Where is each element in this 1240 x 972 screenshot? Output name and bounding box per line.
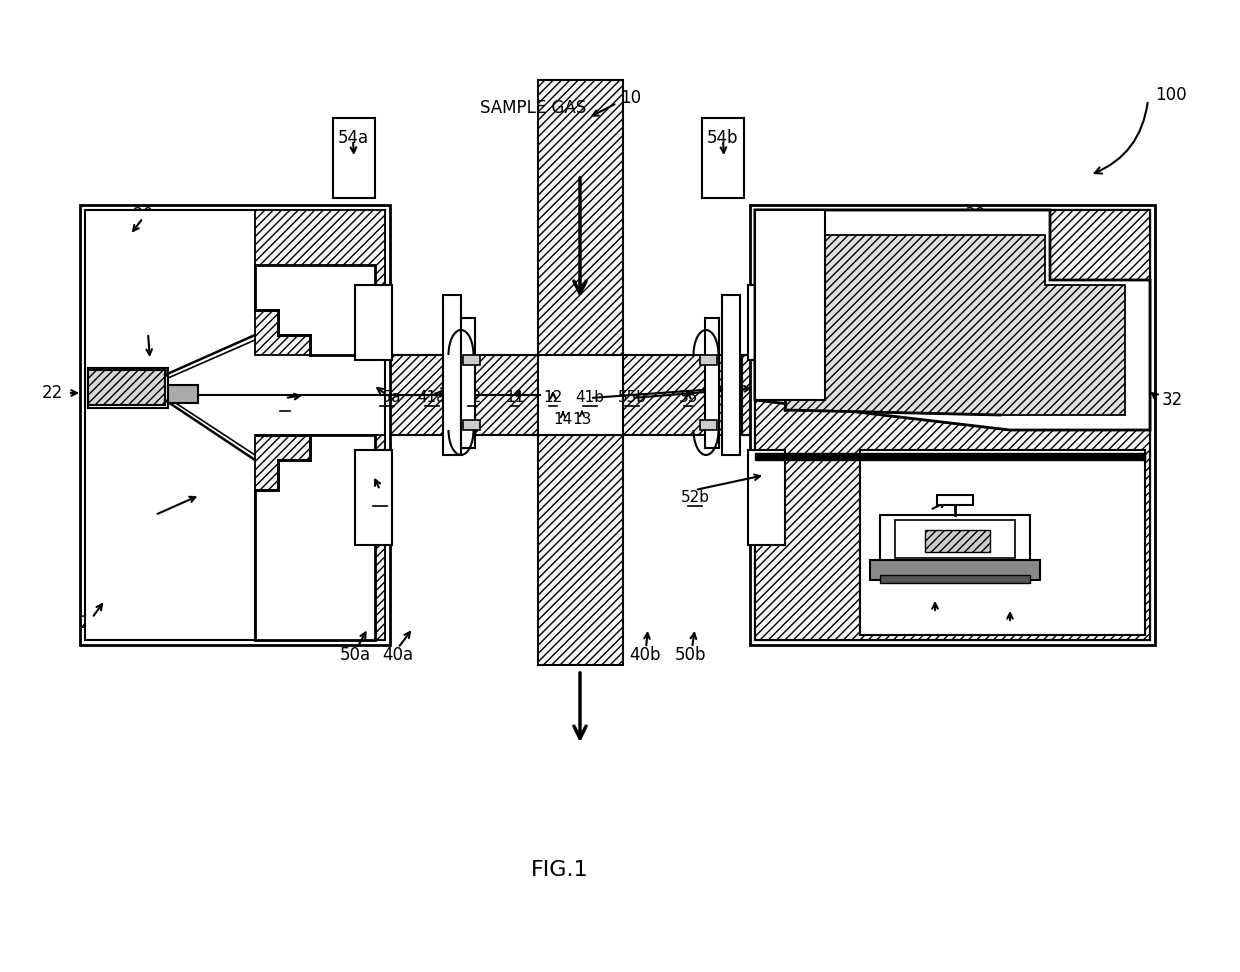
- Text: 21: 21: [133, 321, 154, 339]
- Polygon shape: [88, 370, 165, 405]
- Text: 36: 36: [977, 396, 998, 414]
- Bar: [443, 295, 461, 455]
- Polygon shape: [755, 210, 1149, 430]
- Text: 33: 33: [997, 621, 1018, 639]
- Text: 11: 11: [506, 391, 525, 405]
- Polygon shape: [755, 453, 861, 460]
- Polygon shape: [701, 355, 717, 365]
- Text: 40b: 40b: [629, 646, 661, 664]
- Text: 14: 14: [459, 412, 477, 428]
- Polygon shape: [255, 265, 374, 355]
- Polygon shape: [861, 453, 1145, 460]
- Text: 35: 35: [678, 391, 698, 405]
- Bar: [167, 385, 198, 403]
- Text: 14: 14: [553, 412, 573, 428]
- Bar: [355, 285, 392, 360]
- Text: 50b: 50b: [675, 646, 706, 664]
- Bar: [750, 205, 1154, 645]
- Text: 55a: 55a: [373, 391, 402, 405]
- Polygon shape: [701, 420, 717, 430]
- Bar: [334, 118, 374, 198]
- Text: 12: 12: [463, 391, 481, 405]
- Text: 54a: 54a: [337, 129, 368, 147]
- Text: 52b: 52b: [681, 491, 709, 505]
- Polygon shape: [538, 80, 622, 355]
- Bar: [755, 210, 1149, 640]
- Bar: [870, 560, 1040, 580]
- Text: 32: 32: [1162, 391, 1183, 409]
- Bar: [88, 368, 167, 408]
- Text: 25: 25: [274, 394, 295, 412]
- Text: 100: 100: [1154, 86, 1187, 104]
- Polygon shape: [463, 420, 480, 430]
- Text: SAMPLE GAS: SAMPLE GAS: [480, 99, 587, 117]
- Polygon shape: [463, 355, 480, 365]
- Polygon shape: [391, 355, 448, 435]
- Text: 13: 13: [440, 412, 460, 428]
- Bar: [880, 515, 1030, 565]
- Polygon shape: [742, 355, 800, 435]
- Bar: [937, 495, 973, 505]
- Polygon shape: [755, 210, 1149, 430]
- Bar: [925, 530, 990, 552]
- Bar: [355, 450, 392, 545]
- Bar: [755, 210, 825, 400]
- Polygon shape: [785, 235, 1125, 415]
- Text: 24: 24: [139, 514, 160, 532]
- Polygon shape: [755, 210, 1149, 640]
- Text: 30: 30: [965, 206, 986, 224]
- Bar: [722, 295, 740, 455]
- Text: 13: 13: [573, 412, 591, 428]
- Polygon shape: [622, 355, 750, 435]
- Text: 41a: 41a: [418, 391, 446, 405]
- Text: 54b: 54b: [707, 129, 739, 147]
- Text: 34: 34: [918, 509, 939, 527]
- Bar: [81, 205, 391, 645]
- Bar: [861, 450, 1145, 635]
- Text: 31: 31: [923, 611, 944, 629]
- Bar: [895, 520, 1016, 558]
- Text: 10: 10: [620, 89, 641, 107]
- Polygon shape: [255, 210, 384, 355]
- Bar: [702, 118, 744, 198]
- Text: 52a: 52a: [366, 491, 394, 505]
- Text: 12: 12: [543, 391, 563, 405]
- Bar: [748, 285, 785, 360]
- Polygon shape: [875, 560, 1035, 575]
- Polygon shape: [255, 435, 384, 640]
- Bar: [748, 450, 785, 545]
- Text: FIG.1: FIG.1: [531, 860, 589, 880]
- Text: 20: 20: [133, 206, 154, 224]
- Text: 55b: 55b: [618, 391, 646, 405]
- Bar: [880, 575, 1030, 583]
- Text: 22: 22: [42, 384, 63, 402]
- Bar: [86, 210, 384, 640]
- Bar: [706, 318, 719, 448]
- Text: 41b: 41b: [575, 391, 605, 405]
- Polygon shape: [391, 355, 538, 435]
- Text: 50a: 50a: [340, 646, 371, 664]
- Bar: [755, 210, 1149, 640]
- Text: 40a: 40a: [382, 646, 414, 664]
- Polygon shape: [255, 435, 374, 640]
- Text: 23: 23: [79, 614, 100, 632]
- Bar: [461, 318, 475, 448]
- Polygon shape: [538, 435, 622, 665]
